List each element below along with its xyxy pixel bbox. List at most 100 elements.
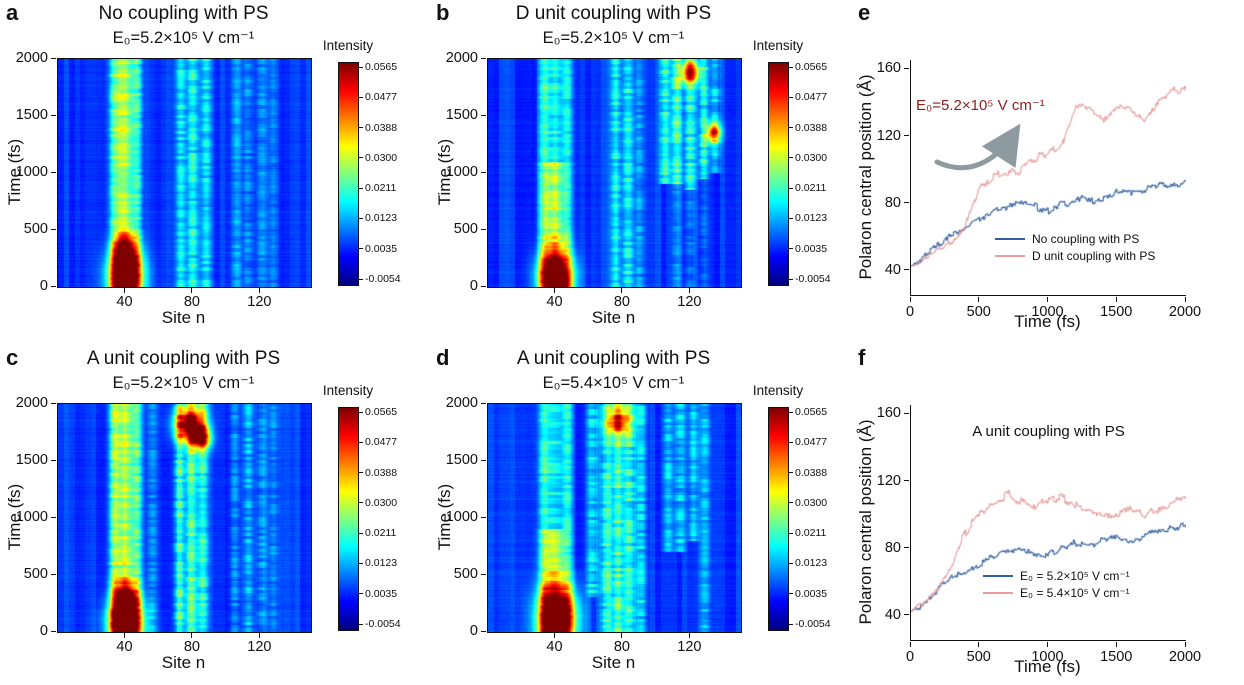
x-tick-label: 1000 bbox=[1031, 649, 1064, 665]
line-plot-area-f: A unit coupling with PS E₀ = 5.2×10⁵ V c… bbox=[910, 405, 1186, 641]
x-tick-label: 0 bbox=[905, 304, 915, 320]
x-tick-mark bbox=[1184, 642, 1186, 647]
colorbar-tick-label: 0.0211 bbox=[795, 182, 827, 195]
y-tick-mark bbox=[481, 516, 486, 518]
y-tick-label: 1500 bbox=[445, 452, 478, 468]
panel-letter-a: a bbox=[6, 0, 19, 25]
x-axis-label-site: Site n bbox=[161, 308, 206, 327]
y-tick-mark bbox=[481, 57, 486, 59]
panel-c-title: A unit coupling with PS bbox=[86, 348, 281, 369]
colorbar-tick-mark bbox=[789, 441, 793, 443]
y-tick-label: 1500 bbox=[15, 452, 48, 468]
field-strength-annotation: E₀=5.2×10⁵ V cm⁻¹ bbox=[916, 97, 1045, 114]
y-tick-mark bbox=[904, 614, 909, 616]
panel-a-title: No coupling with PS bbox=[98, 3, 269, 24]
legend-label: E₀ = 5.2×10⁵ V cm⁻¹ bbox=[1020, 568, 1130, 583]
y-tick-mark bbox=[51, 516, 56, 518]
y-tick-mark bbox=[481, 228, 486, 230]
colorbar-tick-mark bbox=[789, 217, 793, 219]
colorbar-tick-label: 0.0388 bbox=[365, 466, 398, 479]
x-tick-label: 120 bbox=[677, 294, 702, 310]
y-tick-mark bbox=[51, 402, 56, 404]
y-tick-mark bbox=[51, 630, 56, 632]
legend-item-d-unit: D unit coupling with PS bbox=[995, 247, 1155, 264]
heatmap-plot-area-a bbox=[57, 58, 312, 288]
colorbar-tick-label: 0.0477 bbox=[795, 436, 828, 449]
x-tick-mark bbox=[1047, 642, 1048, 647]
legend-swatch-pink bbox=[983, 591, 1013, 594]
y-tick-label: 1000 bbox=[445, 164, 478, 180]
colorbar-tick-label: 0.0565 bbox=[795, 61, 828, 73]
colorbar-tick-label: 0.0300 bbox=[795, 496, 828, 509]
x-tick-label: 2000 bbox=[1168, 649, 1202, 665]
panel-a-field-strength-label: E₀=5.2×10⁵ V cm⁻¹ bbox=[112, 29, 255, 47]
colorbar-tick-label: -0.0054 bbox=[365, 618, 401, 630]
y-tick-mark bbox=[481, 402, 486, 404]
y-tick-mark bbox=[904, 412, 909, 414]
panel-c: c A unit coupling with PS E₀=5.2×10⁵ V c… bbox=[0, 345, 426, 685]
y-tick-mark bbox=[51, 573, 56, 575]
colorbar-tick-mark bbox=[359, 66, 363, 68]
heatmap-plot-area-b bbox=[487, 58, 742, 288]
colorbar-tick-mark bbox=[789, 411, 793, 413]
colorbar-tick-mark bbox=[359, 127, 363, 129]
colorbar-tick-label: 0.0388 bbox=[795, 121, 828, 134]
y-tick-mark bbox=[904, 67, 909, 69]
colorbar-title-d: Intensity bbox=[752, 383, 804, 398]
colorbar-canvas-c bbox=[339, 408, 358, 630]
colorbar-tick-mark bbox=[789, 248, 793, 250]
x-tick-mark bbox=[621, 633, 623, 638]
legend-item-e54: E₀ = 5.4×10⁵ V cm⁻¹ bbox=[983, 584, 1130, 601]
y-tick-mark bbox=[481, 114, 486, 116]
panel-letter-e: e bbox=[858, 0, 871, 25]
y-tick-label: 120 bbox=[876, 472, 901, 489]
y-tick-label: 120 bbox=[876, 127, 901, 144]
x-tick-label: 1500 bbox=[1100, 304, 1133, 320]
y-tick-mark bbox=[904, 135, 909, 137]
colorbar-tick-mark bbox=[359, 217, 363, 219]
legend-f: E₀ = 5.2×10⁵ V cm⁻¹ E₀ = 5.4×10⁵ V cm⁻¹ bbox=[983, 567, 1130, 601]
colorbar-tick-label: 0.0477 bbox=[365, 436, 398, 449]
legend-item-e52: E₀ = 5.2×10⁵ V cm⁻¹ bbox=[983, 567, 1130, 584]
panel-letter-d: d bbox=[436, 345, 450, 370]
colorbar-tick-label: 0.0123 bbox=[365, 557, 398, 570]
y-tick-mark bbox=[51, 114, 56, 116]
x-axis-label-site: Site n bbox=[591, 308, 636, 327]
colorbar-tick-label: 0.0211 bbox=[795, 527, 827, 540]
panel-d: d A unit coupling with PS E₀=5.4×10⁵ V c… bbox=[430, 345, 856, 685]
y-tick-mark bbox=[481, 573, 486, 575]
panel-letter-c: c bbox=[6, 345, 19, 370]
colorbar-tick-label: 0.0477 bbox=[795, 91, 828, 104]
x-tick-mark bbox=[123, 288, 125, 293]
y-axis-label-polaron-position: Polaron central position (Å) bbox=[856, 74, 875, 280]
x-tick-mark bbox=[191, 633, 193, 638]
colorbar-tick-mark bbox=[789, 66, 793, 68]
panel-letter-f: f bbox=[858, 345, 866, 370]
colorbar-title-b: Intensity bbox=[752, 38, 804, 53]
y-tick-mark bbox=[481, 630, 486, 632]
y-tick-mark bbox=[481, 285, 486, 287]
x-tick-mark bbox=[553, 633, 555, 638]
y-tick-label: 1000 bbox=[15, 509, 48, 525]
colorbar-tick-mark bbox=[359, 441, 363, 443]
y-tick-label: 500 bbox=[23, 566, 48, 582]
y-tick-label: 1000 bbox=[15, 164, 48, 180]
colorbar-c bbox=[338, 407, 359, 631]
colorbar-tick-mark bbox=[789, 157, 793, 159]
x-tick-mark bbox=[909, 642, 911, 647]
x-tick-mark bbox=[688, 288, 690, 293]
x-tick-mark bbox=[978, 297, 980, 302]
colorbar-tick-label: 0.0388 bbox=[365, 121, 398, 134]
colorbar-tick-mark bbox=[359, 411, 363, 413]
x-tick-mark bbox=[1115, 642, 1117, 647]
colorbar-tick-mark bbox=[789, 127, 793, 129]
x-tick-mark bbox=[191, 288, 193, 293]
x-tick-mark bbox=[688, 633, 690, 638]
coupling-annotation: A unit coupling with PS bbox=[972, 423, 1125, 440]
y-tick-mark bbox=[904, 480, 909, 482]
panel-b-field-strength-label: E₀=5.2×10⁵ V cm⁻¹ bbox=[542, 29, 685, 47]
colorbar-tick-mark bbox=[359, 472, 363, 474]
x-tick-mark bbox=[621, 288, 623, 293]
line-chart-canvas-e bbox=[911, 60, 1186, 295]
